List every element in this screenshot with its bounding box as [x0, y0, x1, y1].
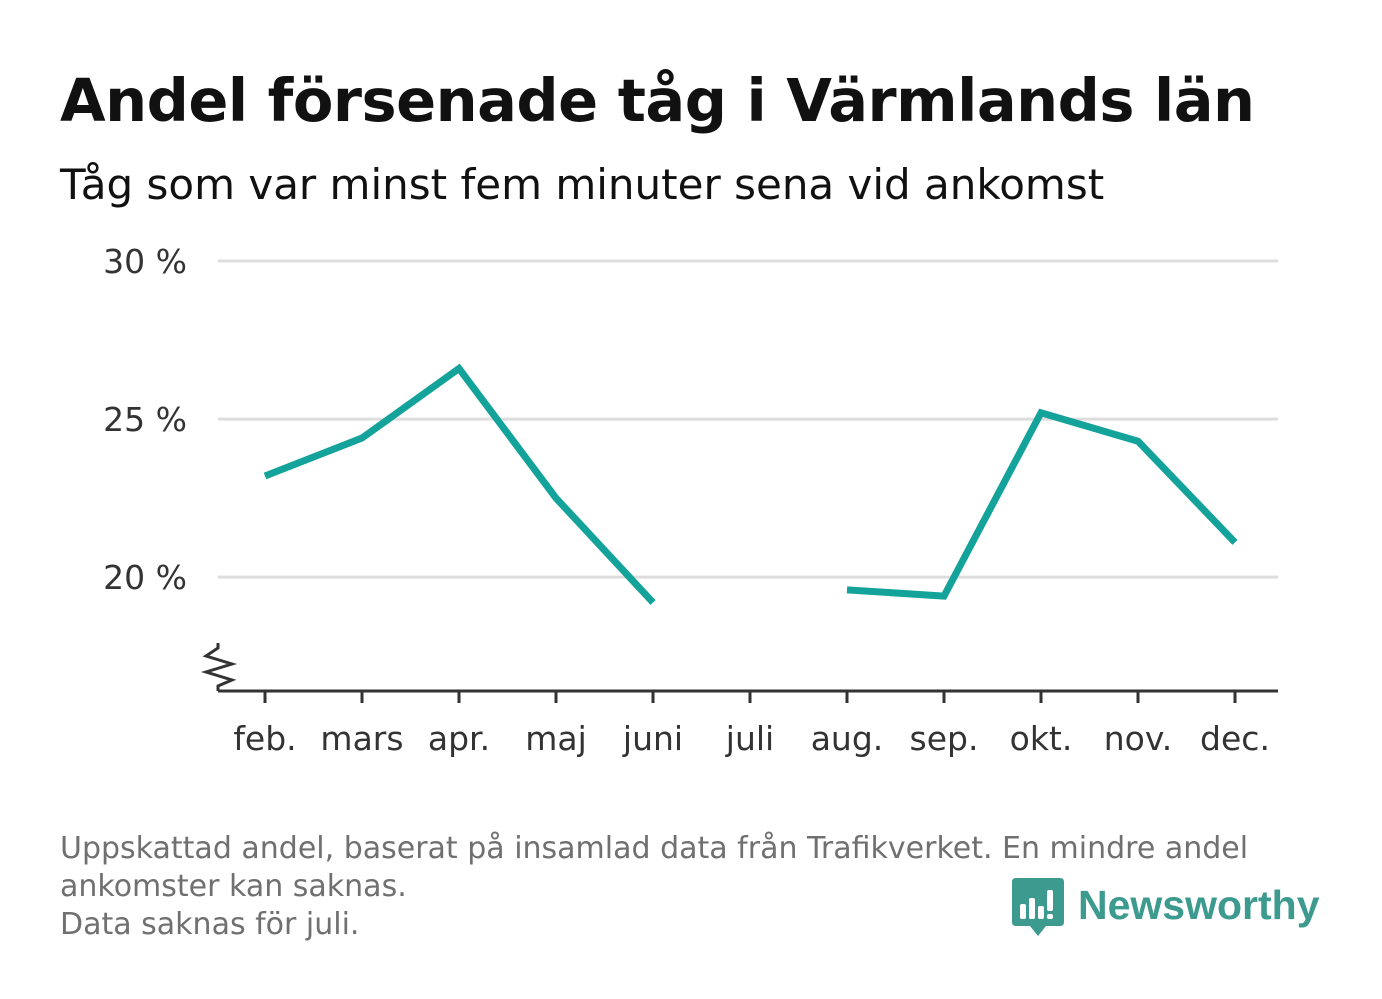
line-chart: 20 % 25 % 30 % feb. mars apr. maj juni juli aug.…	[103, 242, 1278, 758]
x-tick-label: okt.	[1010, 719, 1073, 758]
x-tick-label: nov.	[1104, 719, 1173, 758]
x-tick-label: juni	[622, 719, 683, 758]
series-line-segment	[263, 363, 656, 605]
x-axis-tick-labels: feb. mars apr. maj juni juli aug. sep. okt. nov. d…	[233, 719, 1270, 758]
y-tick-label: 30 %	[103, 242, 187, 281]
x-tick-label: sep.	[910, 719, 979, 758]
footnote-line-1: Uppskattad andel, baserat på insamlad da…	[60, 831, 1249, 866]
y-axis-tick-labels: 20 % 25 % 30 %	[103, 242, 187, 597]
y-tick-label: 20 %	[103, 558, 187, 597]
gridlines	[218, 259, 1278, 579]
footnote-line-2: ankomster kan saknas.	[60, 869, 407, 904]
x-tick-label: aug.	[811, 719, 884, 758]
x-tick-label: feb.	[233, 719, 296, 758]
x-axis	[200, 643, 1278, 703]
newsworthy-logo-text: Newsworthy	[1078, 881, 1320, 928]
y-tick-label: 25 %	[103, 400, 187, 439]
x-tick-label: maj	[525, 719, 587, 758]
footnote: Uppskattad andel, baserat på insamlad da…	[60, 830, 1320, 944]
newsworthy-logo: Newsworthy	[1012, 878, 1320, 940]
series-line-segment	[846, 408, 1238, 600]
x-tick-label: mars	[320, 719, 403, 758]
axis-break-zigzag	[200, 643, 238, 691]
newsworthy-logo-icon	[1012, 878, 1064, 936]
series-lines	[263, 363, 1238, 605]
footnote-line-3: Data saknas för juli.	[60, 907, 360, 942]
x-tick-label: apr.	[428, 719, 490, 758]
chart-title: Andel försenade tåg i Värmlands län	[60, 66, 1255, 135]
x-tick-label: dec.	[1200, 719, 1270, 758]
x-tick-label: juli	[725, 719, 774, 758]
chart-subtitle: Tåg som var minst fem minuter sena vid a…	[60, 160, 1105, 209]
